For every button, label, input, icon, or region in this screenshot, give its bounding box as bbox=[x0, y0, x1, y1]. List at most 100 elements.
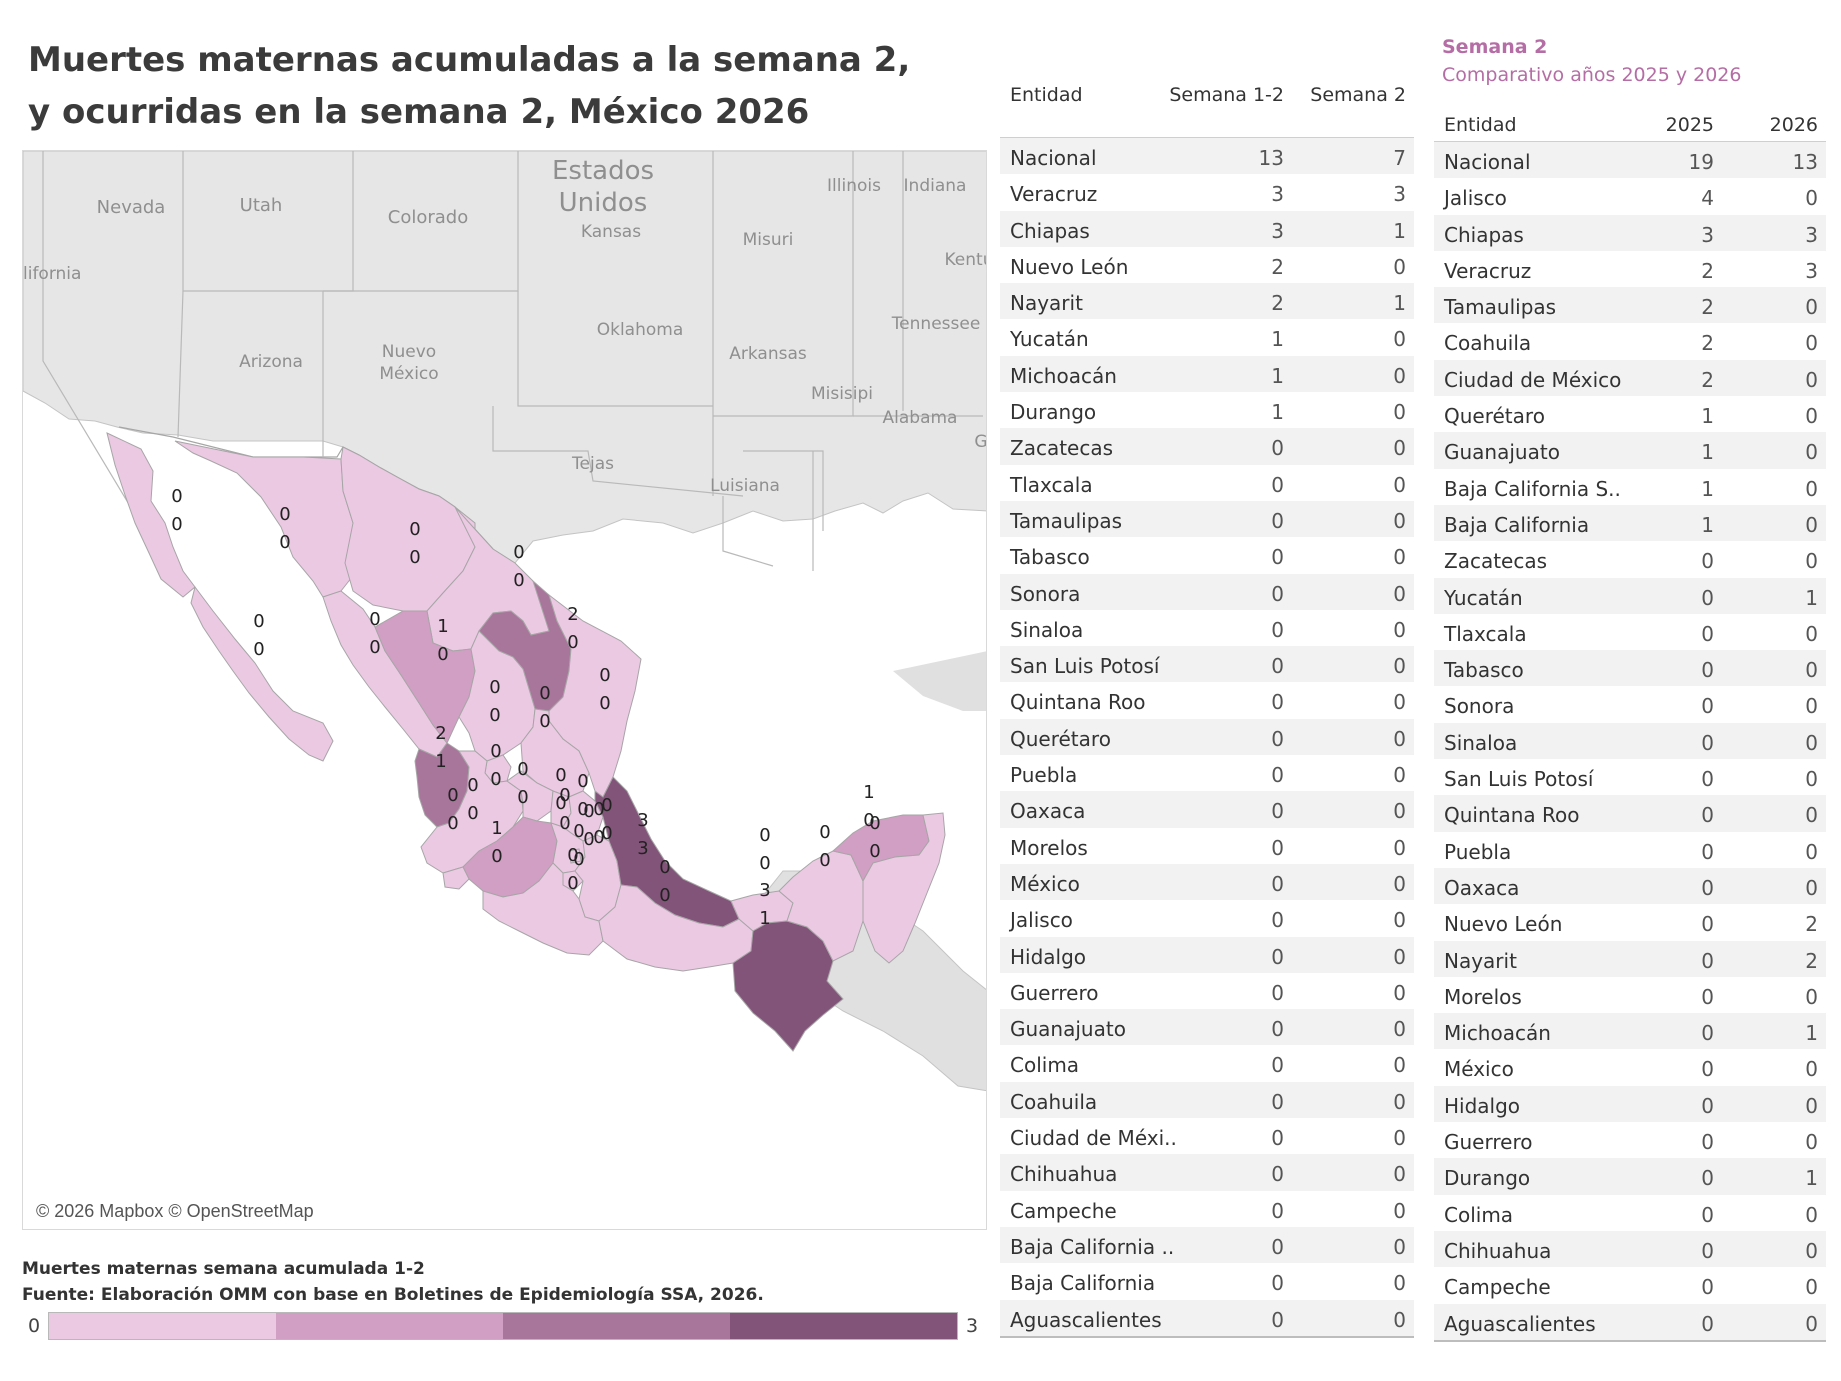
table-row[interactable]: Zacatecas 0 0 bbox=[1434, 541, 1826, 577]
table-row[interactable]: Hidalgo 0 0 bbox=[1000, 936, 1414, 973]
choropleth-map[interactable]: Estados Unidos Nevada Utah Colorado Kansas Ill… bbox=[22, 150, 987, 1230]
col-header-entidad[interactable]: Entidad bbox=[1444, 114, 1517, 136]
state-colima[interactable] bbox=[442, 866, 470, 890]
table-row[interactable]: Ciudad de México 2 0 bbox=[1434, 359, 1826, 397]
table-row[interactable]: Oaxaca 0 0 bbox=[1434, 867, 1826, 905]
table-row[interactable]: Coahuila 2 0 bbox=[1434, 323, 1826, 359]
state-campeche[interactable] bbox=[778, 850, 864, 962]
table-row[interactable]: Oaxaca 0 0 bbox=[1000, 791, 1414, 828]
table-row[interactable]: Guanajuato 0 0 bbox=[1000, 1009, 1414, 1046]
table-row[interactable]: Querétaro 1 0 bbox=[1434, 396, 1826, 432]
table-row[interactable]: Michoacán 1 0 bbox=[1000, 355, 1414, 393]
col-header-semana-2[interactable]: Semana 2 bbox=[1310, 84, 1406, 106]
table-row[interactable]: México 0 0 bbox=[1000, 863, 1414, 901]
table-row[interactable]: Veracruz 3 3 bbox=[1000, 174, 1414, 210]
col-header-2026[interactable]: 2026 bbox=[1769, 114, 1818, 136]
cell-entity: Tamaulipas bbox=[1010, 508, 1123, 533]
state-value-acumulada: 2 bbox=[435, 723, 446, 744]
state-value-semana: 0 bbox=[491, 846, 502, 867]
table-row[interactable]: Chihuahua 0 0 bbox=[1434, 1230, 1826, 1268]
table-row[interactable]: Aguascalientes 0 0 bbox=[1434, 1303, 1826, 1340]
table-row[interactable]: Baja California 1 0 bbox=[1434, 504, 1826, 542]
table-row[interactable]: Nuevo León 0 2 bbox=[1434, 904, 1826, 940]
cell-value-b: 0 bbox=[1393, 908, 1406, 933]
table-row[interactable]: Morelos 0 0 bbox=[1434, 977, 1826, 1013]
table-row[interactable]: Tabasco 0 0 bbox=[1000, 537, 1414, 573]
table-row[interactable]: Jalisco 0 0 bbox=[1000, 900, 1414, 936]
table-row[interactable]: Morelos 0 0 bbox=[1000, 828, 1414, 864]
table-row[interactable]: Aguascalientes 0 0 bbox=[1000, 1299, 1414, 1336]
table-row[interactable]: Tamaulipas 0 0 bbox=[1000, 500, 1414, 538]
cell-entity: Puebla bbox=[1010, 763, 1078, 788]
table-row[interactable]: Querétaro 0 0 bbox=[1000, 718, 1414, 756]
table-row[interactable]: Campeche 0 0 bbox=[1000, 1191, 1414, 1227]
table-row[interactable]: Durango 1 0 bbox=[1000, 392, 1414, 428]
table-row[interactable]: Chihuahua 0 0 bbox=[1000, 1154, 1414, 1191]
table-row[interactable]: Tamaulipas 2 0 bbox=[1434, 287, 1826, 324]
cell-entity: Zacatecas bbox=[1010, 436, 1114, 461]
state-chiapas[interactable] bbox=[732, 920, 844, 1052]
table-row[interactable]: Yucatán 0 1 bbox=[1434, 577, 1826, 614]
table-row[interactable]: San Luis Potosí 0 0 bbox=[1000, 646, 1414, 683]
table-row[interactable]: Yucatán 1 0 bbox=[1000, 319, 1414, 355]
table-row[interactable]: San Luis Potosí 0 0 bbox=[1434, 759, 1826, 795]
state-quintana-roo[interactable] bbox=[862, 812, 946, 964]
state-baja-california-sur[interactable] bbox=[190, 585, 334, 762]
state-cdmx[interactable] bbox=[568, 848, 582, 864]
col-header-entidad[interactable]: Entidad bbox=[1010, 84, 1083, 106]
cell-entity: Aguascalientes bbox=[1010, 1307, 1162, 1332]
table-row[interactable]: Quintana Roo 0 0 bbox=[1000, 682, 1414, 718]
table-row[interactable]: Puebla 0 0 bbox=[1434, 832, 1826, 868]
table-row[interactable]: Campeche 0 0 bbox=[1434, 1267, 1826, 1303]
state-value-semana: 0 bbox=[559, 813, 570, 834]
table-row[interactable]: Baja California .. 0 0 bbox=[1000, 1226, 1414, 1264]
table-row[interactable]: Coahuila 0 0 bbox=[1000, 1081, 1414, 1119]
table-row[interactable]: Baja California 0 0 bbox=[1000, 1263, 1414, 1299]
cell-entity: Colima bbox=[1444, 1202, 1514, 1227]
cell-entity: Puebla bbox=[1444, 839, 1512, 864]
table-row[interactable]: Sinaloa 0 0 bbox=[1434, 722, 1826, 760]
cell-entity: Tlaxcala bbox=[1444, 621, 1527, 646]
col-header-2025[interactable]: 2025 bbox=[1665, 114, 1714, 136]
table-row[interactable]: Sinaloa 0 0 bbox=[1000, 610, 1414, 646]
table-row[interactable]: Sonora 0 0 bbox=[1434, 686, 1826, 722]
table-row[interactable]: Baja California S.. 1 0 bbox=[1434, 469, 1826, 505]
table-row[interactable]: Guerrero 0 0 bbox=[1434, 1122, 1826, 1158]
table-row[interactable]: Hidalgo 0 0 bbox=[1434, 1085, 1826, 1123]
table-row[interactable]: Zacatecas 0 0 bbox=[1000, 428, 1414, 465]
table-row[interactable]: México 0 0 bbox=[1434, 1049, 1826, 1085]
table-row[interactable]: Tlaxcala 0 0 bbox=[1434, 614, 1826, 650]
state-guanajuato[interactable] bbox=[506, 770, 554, 822]
table-row[interactable]: Sonora 0 0 bbox=[1000, 573, 1414, 610]
table-row[interactable]: Tlaxcala 0 0 bbox=[1000, 465, 1414, 501]
table-row[interactable]: Nacional 19 13 bbox=[1434, 142, 1826, 179]
table-row[interactable]: Nacional 13 7 bbox=[1000, 138, 1414, 175]
table-row[interactable]: Chiapas 3 1 bbox=[1000, 210, 1414, 247]
table-row[interactable]: Colima 0 0 bbox=[1434, 1195, 1826, 1231]
cell-value-a: 0 bbox=[1271, 581, 1284, 606]
map-attribution[interactable]: © 2026 Mapbox © OpenStreetMap bbox=[31, 1200, 319, 1223]
table-row[interactable]: Michoacán 0 1 bbox=[1434, 1013, 1826, 1050]
table-row[interactable]: Guerrero 0 0 bbox=[1000, 973, 1414, 1009]
table-row[interactable]: Durango 0 1 bbox=[1434, 1158, 1826, 1195]
cell-entity: Campeche bbox=[1010, 1198, 1117, 1223]
state-tamaulipas[interactable] bbox=[548, 593, 642, 798]
table-row[interactable]: Nayarit 2 1 bbox=[1000, 283, 1414, 320]
table-row[interactable]: Ciudad de Méxi.. 0 0 bbox=[1000, 1118, 1414, 1154]
table-row[interactable]: Puebla 0 0 bbox=[1000, 755, 1414, 791]
cell-value-a: 0 bbox=[1271, 508, 1284, 533]
table-row[interactable]: Quintana Roo 0 0 bbox=[1434, 795, 1826, 832]
table-row[interactable]: Veracruz 2 3 bbox=[1434, 251, 1826, 287]
state-value-semana: 0 bbox=[599, 693, 610, 714]
cell-value-a: 0 bbox=[1271, 1271, 1284, 1296]
cell-entity: Quintana Roo bbox=[1010, 690, 1146, 715]
table-row[interactable]: Colima 0 0 bbox=[1000, 1045, 1414, 1081]
table-row[interactable]: Nayarit 0 2 bbox=[1434, 940, 1826, 977]
table-row[interactable]: Chiapas 3 3 bbox=[1434, 214, 1826, 251]
table-row[interactable]: Guanajuato 1 0 bbox=[1434, 432, 1826, 469]
table-row[interactable]: Nuevo León 2 0 bbox=[1000, 247, 1414, 283]
table-row[interactable]: Jalisco 4 0 bbox=[1434, 178, 1826, 214]
col-header-semana-1-2[interactable]: Semana 1-2 bbox=[1169, 84, 1284, 106]
table-row[interactable]: Tabasco 0 0 bbox=[1434, 650, 1826, 687]
